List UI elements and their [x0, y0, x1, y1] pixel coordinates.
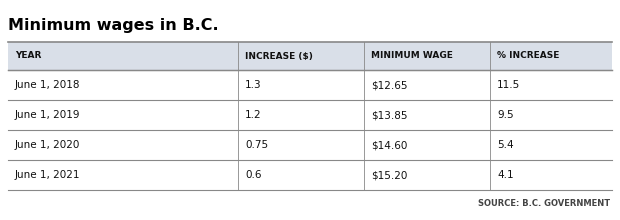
Text: 1.2: 1.2 [245, 110, 262, 120]
Text: $15.20: $15.20 [371, 170, 407, 180]
Text: YEAR: YEAR [15, 51, 42, 61]
Text: June 1, 2018: June 1, 2018 [15, 80, 81, 90]
Bar [8, 100, 612, 130]
Text: June 1, 2020: June 1, 2020 [15, 140, 81, 150]
Text: 1.3: 1.3 [245, 80, 262, 90]
Text: $13.85: $13.85 [371, 110, 407, 120]
Text: 5.4: 5.4 [497, 140, 513, 150]
Text: INCREASE ($): INCREASE ($) [245, 51, 313, 61]
Text: Minimum wages in B.C.: Minimum wages in B.C. [8, 18, 219, 33]
Text: 4.1: 4.1 [497, 170, 513, 180]
Text: 9.5: 9.5 [497, 110, 513, 120]
Text: $14.60: $14.60 [371, 140, 407, 150]
Bar [8, 70, 612, 100]
Bar [8, 42, 612, 70]
Bar [8, 160, 612, 190]
Text: June 1, 2021: June 1, 2021 [15, 170, 81, 180]
Text: MINIMUM WAGE: MINIMUM WAGE [371, 51, 453, 61]
Text: % INCREASE: % INCREASE [497, 51, 559, 61]
Text: 0.6: 0.6 [245, 170, 262, 180]
Text: SOURCE: B.C. GOVERNMENT: SOURCE: B.C. GOVERNMENT [478, 199, 610, 208]
Text: $12.65: $12.65 [371, 80, 407, 90]
Text: 11.5: 11.5 [497, 80, 520, 90]
Text: June 1, 2019: June 1, 2019 [15, 110, 81, 120]
Bar [8, 130, 612, 160]
Text: 0.75: 0.75 [245, 140, 268, 150]
